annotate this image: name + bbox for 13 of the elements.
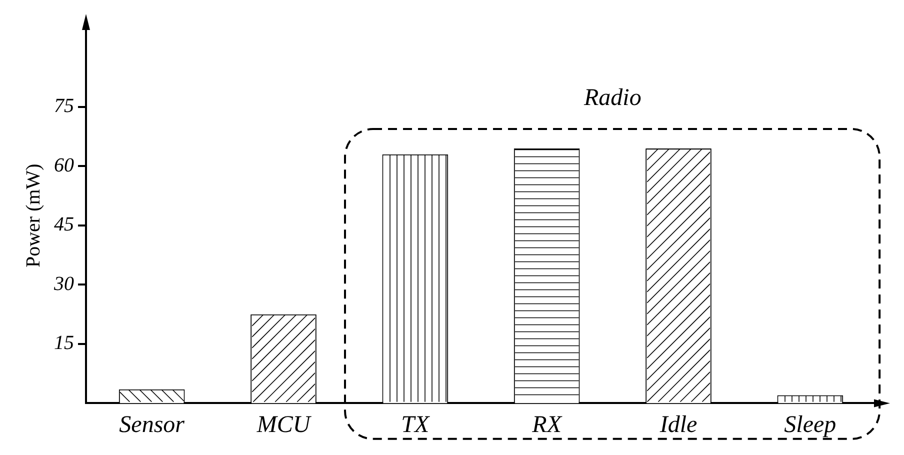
x-tick-label: TX xyxy=(401,412,431,438)
x-tick-label: RX xyxy=(531,412,563,438)
y-tick-label: 75 xyxy=(54,95,74,118)
y-tick-label: 45 xyxy=(54,214,74,236)
y-tick-label: 15 xyxy=(54,332,74,354)
y-axis-title: Power (mW) xyxy=(22,164,44,268)
y-tick-label: 60 xyxy=(54,154,74,176)
x-tick-label: Sensor xyxy=(119,412,186,438)
annotation: Radio xyxy=(582,85,642,112)
y-tick-label: 30 xyxy=(53,272,74,295)
x-tick-label: Idle xyxy=(658,412,698,438)
x-tick-label: Sleep xyxy=(784,412,836,438)
x-tick-label: MCU xyxy=(256,412,312,438)
